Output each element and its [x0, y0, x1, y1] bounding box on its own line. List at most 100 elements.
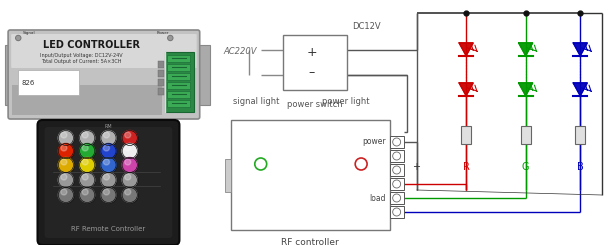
- Circle shape: [125, 132, 131, 138]
- Circle shape: [169, 37, 172, 39]
- Text: Signal: Signal: [22, 31, 35, 35]
- Circle shape: [58, 131, 73, 146]
- Circle shape: [101, 188, 117, 203]
- Text: power: power: [362, 137, 386, 147]
- Bar: [5, 45, 13, 105]
- Circle shape: [125, 159, 131, 165]
- Bar: [158, 88, 164, 95]
- Circle shape: [122, 131, 137, 146]
- Bar: [167, 64, 189, 71]
- Polygon shape: [459, 83, 474, 96]
- Bar: [158, 70, 164, 77]
- Bar: [282, 35, 347, 90]
- Circle shape: [61, 159, 67, 165]
- Text: +: +: [306, 46, 317, 59]
- Circle shape: [355, 158, 367, 170]
- Text: Total Output of Current: 5A×3CH: Total Output of Current: 5A×3CH: [41, 59, 122, 63]
- Circle shape: [123, 131, 138, 146]
- Circle shape: [393, 208, 401, 216]
- Bar: [231, 120, 390, 230]
- Circle shape: [168, 36, 173, 40]
- Circle shape: [59, 158, 74, 173]
- Text: Input/Output Voltage: DC12V-24V: Input/Output Voltage: DC12V-24V: [40, 53, 122, 59]
- Circle shape: [61, 145, 67, 151]
- Text: R: R: [463, 162, 470, 172]
- Text: DC12V: DC12V: [352, 23, 381, 32]
- Bar: [225, 159, 231, 192]
- Circle shape: [16, 37, 20, 39]
- Circle shape: [393, 138, 401, 146]
- FancyBboxPatch shape: [8, 30, 200, 119]
- Circle shape: [103, 189, 109, 195]
- Text: LED CONTROLLER: LED CONTROLLER: [43, 40, 140, 50]
- Circle shape: [79, 158, 95, 172]
- Circle shape: [125, 174, 131, 180]
- Bar: [167, 91, 189, 98]
- Bar: [12, 85, 162, 115]
- Circle shape: [79, 131, 95, 146]
- Circle shape: [101, 172, 116, 187]
- Circle shape: [101, 173, 117, 188]
- Text: power light: power light: [321, 97, 369, 106]
- Bar: [18, 70, 79, 95]
- Text: AC220V: AC220V: [223, 47, 257, 56]
- Circle shape: [101, 158, 116, 172]
- Circle shape: [59, 144, 74, 159]
- Circle shape: [101, 144, 117, 159]
- Text: RM: RM: [104, 124, 112, 130]
- Circle shape: [123, 173, 138, 188]
- Polygon shape: [519, 83, 533, 96]
- Text: load: load: [369, 194, 386, 203]
- Circle shape: [61, 132, 67, 138]
- Circle shape: [79, 172, 95, 187]
- Circle shape: [123, 188, 138, 203]
- Circle shape: [82, 145, 88, 151]
- Circle shape: [58, 172, 73, 187]
- Text: –: –: [309, 66, 315, 79]
- Circle shape: [59, 131, 74, 146]
- Bar: [158, 79, 164, 86]
- Circle shape: [80, 188, 95, 203]
- Circle shape: [393, 194, 401, 202]
- Circle shape: [393, 166, 401, 174]
- Text: B: B: [577, 162, 584, 172]
- Circle shape: [101, 187, 116, 203]
- Circle shape: [101, 144, 116, 159]
- Circle shape: [80, 173, 95, 188]
- Circle shape: [123, 144, 138, 159]
- Circle shape: [82, 159, 88, 165]
- Text: RF controller: RF controller: [282, 238, 339, 245]
- Text: Power: Power: [157, 31, 170, 35]
- Bar: [390, 164, 404, 176]
- Bar: [390, 192, 404, 204]
- Circle shape: [122, 187, 137, 203]
- Circle shape: [59, 173, 74, 188]
- Bar: [165, 52, 194, 112]
- FancyBboxPatch shape: [11, 34, 197, 68]
- Circle shape: [393, 152, 401, 160]
- Circle shape: [122, 144, 137, 159]
- Text: signal light: signal light: [233, 97, 279, 106]
- Circle shape: [101, 131, 116, 146]
- Circle shape: [61, 189, 67, 195]
- FancyBboxPatch shape: [45, 127, 172, 238]
- Bar: [167, 82, 189, 89]
- Circle shape: [16, 36, 21, 40]
- Text: RF Remote Controller: RF Remote Controller: [71, 226, 145, 232]
- Circle shape: [103, 159, 109, 165]
- Polygon shape: [459, 43, 474, 56]
- Bar: [576, 126, 585, 144]
- Circle shape: [101, 131, 117, 146]
- Circle shape: [59, 188, 74, 203]
- Circle shape: [125, 189, 131, 195]
- Circle shape: [82, 174, 88, 180]
- Circle shape: [80, 158, 95, 173]
- Bar: [390, 178, 404, 190]
- Circle shape: [80, 144, 95, 159]
- Circle shape: [58, 144, 73, 159]
- Bar: [390, 136, 404, 148]
- Circle shape: [123, 158, 138, 173]
- Bar: [198, 45, 210, 105]
- Circle shape: [103, 145, 109, 151]
- Circle shape: [79, 144, 95, 159]
